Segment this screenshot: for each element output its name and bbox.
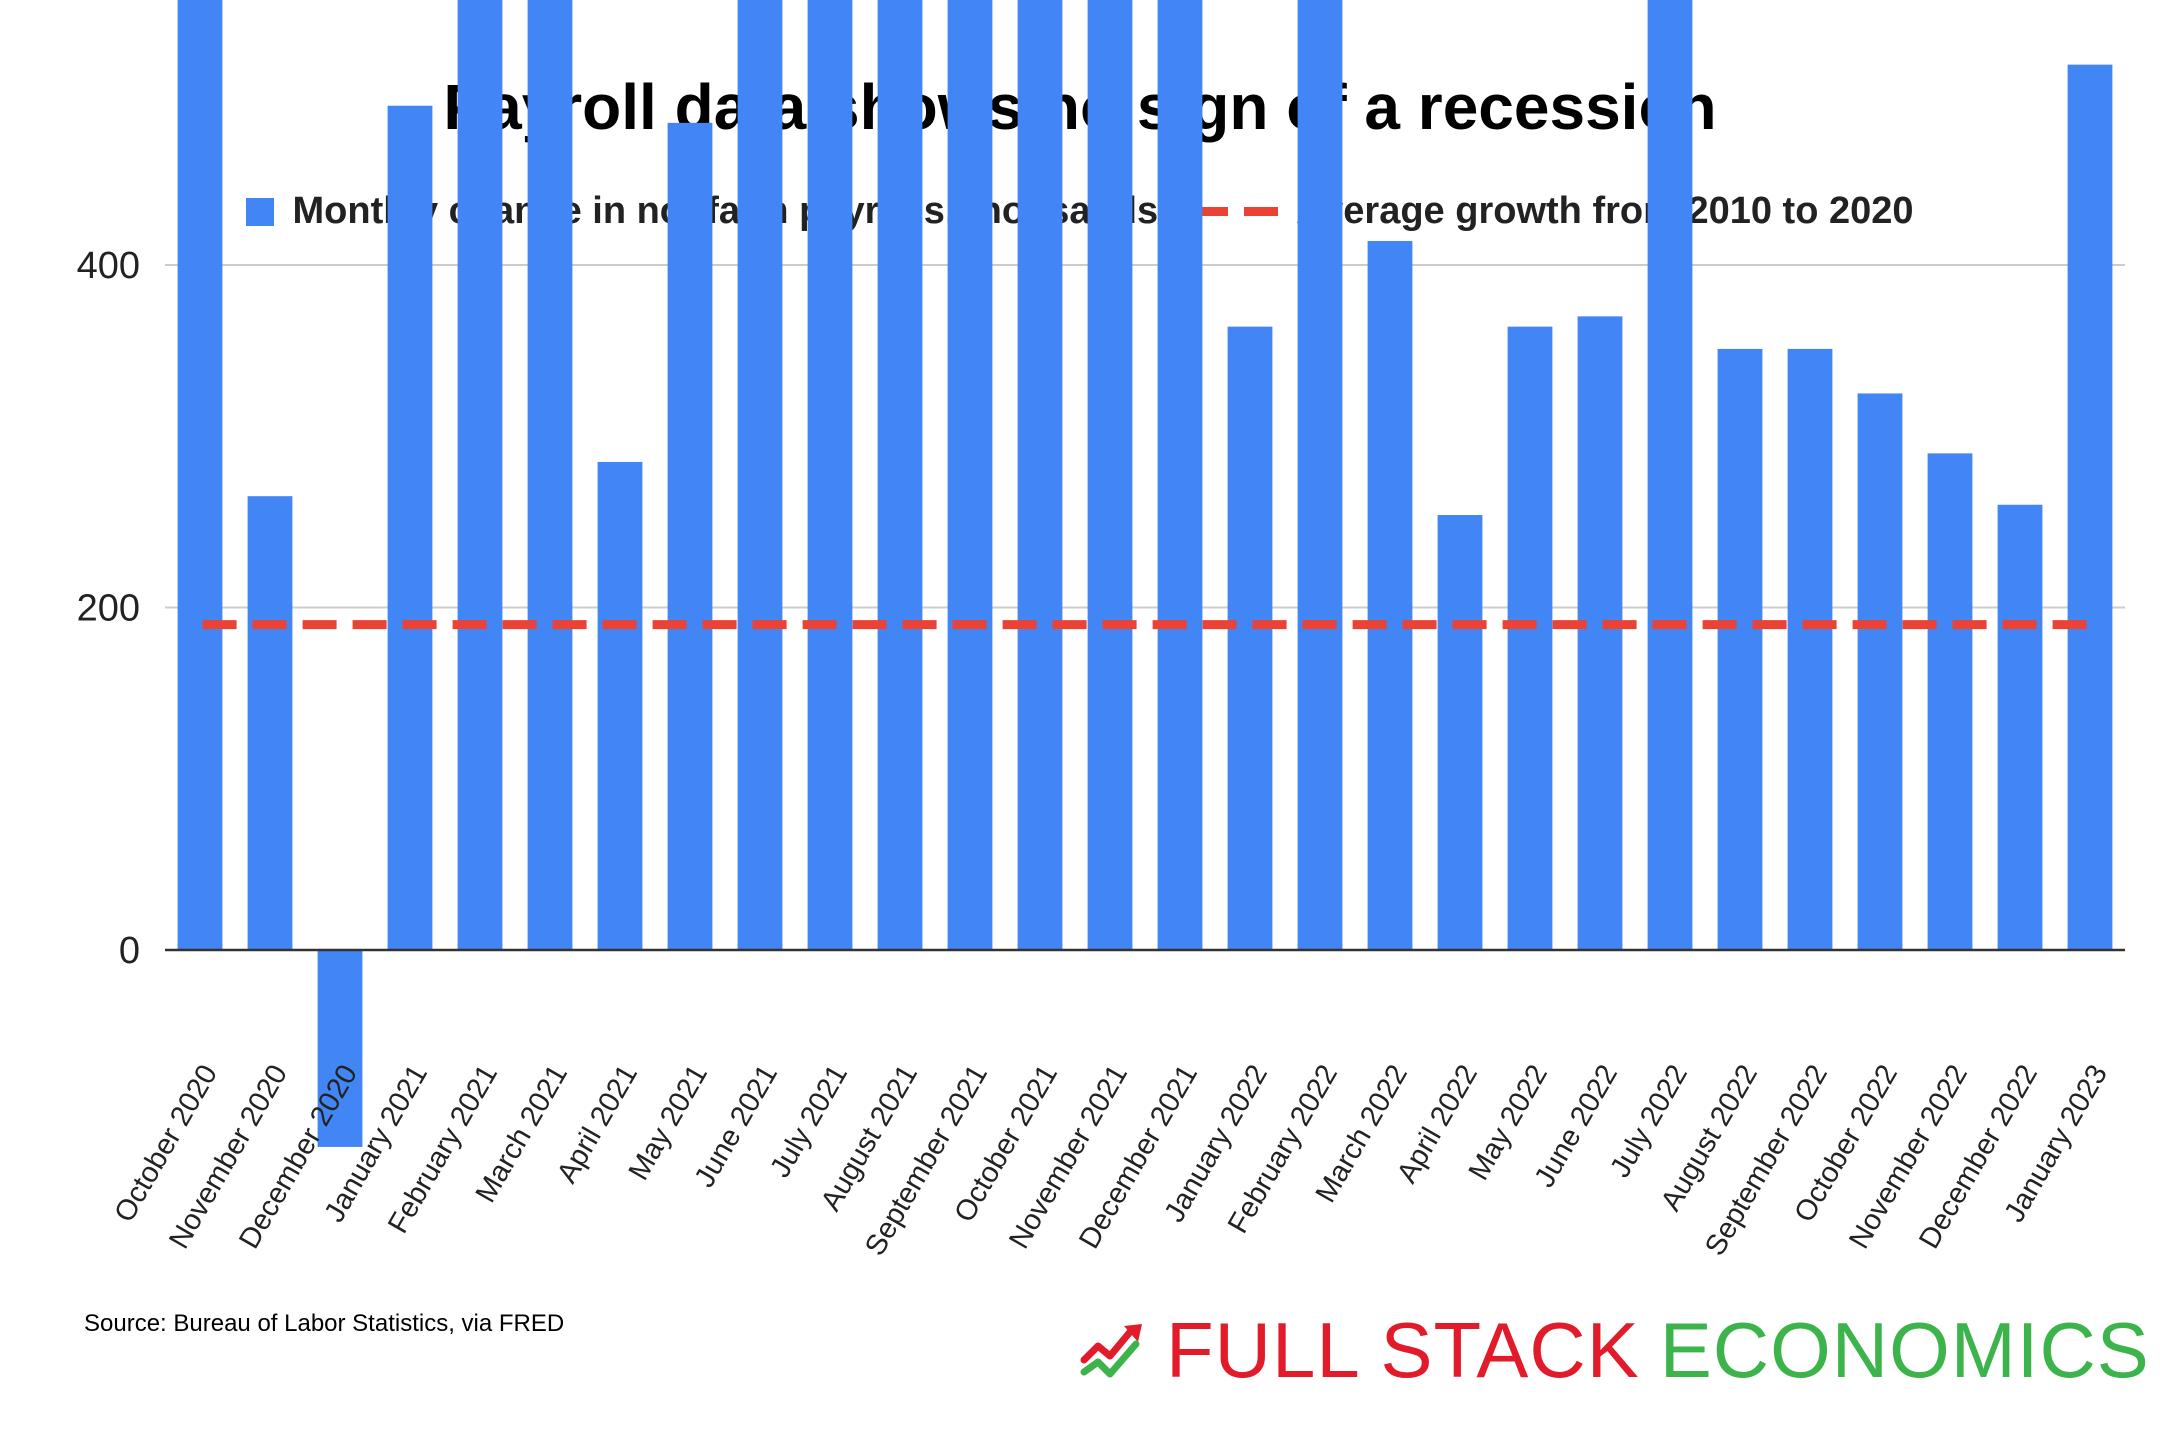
bar (317, 950, 363, 1147)
bar (877, 0, 923, 951)
bar (1647, 0, 1693, 951)
bar (667, 122, 713, 951)
legend-dash-average (1194, 207, 1279, 216)
bar (1927, 453, 1973, 950)
bar (1997, 504, 2043, 950)
y-tick-label: 400 (77, 245, 140, 287)
bar (527, 0, 573, 950)
legend-label-payrolls: Monthly change in nonfarm payrolls, thou… (292, 190, 1159, 232)
bar (1717, 348, 1763, 951)
legend-item-average: Average growth from 2010 to 2020 (1194, 190, 1914, 233)
legend-swatch-payrolls (246, 197, 275, 226)
trend-arrow-icon (1080, 1323, 1142, 1377)
bar (457, 0, 503, 950)
y-tick-label: 200 (77, 588, 140, 630)
bar (597, 461, 643, 950)
bar (1157, 0, 1203, 950)
bar (1857, 393, 1903, 950)
bar (1087, 0, 1133, 950)
bar (1227, 326, 1273, 950)
bar (1787, 348, 1833, 951)
bar (247, 496, 293, 950)
legend-item-payrolls: Monthly change in nonfarm payrolls, thou… (246, 190, 1158, 233)
bar (1437, 515, 1483, 950)
bar (807, 0, 853, 950)
source-note: Source: Bureau of Labor Statistics, via … (84, 1310, 565, 1337)
bar (1297, 0, 1343, 950)
bar (177, 0, 223, 950)
bar (1577, 316, 1623, 950)
bar (387, 105, 433, 951)
y-tick-label: 0 (119, 930, 140, 972)
chart-legend: Monthly change in nonfarm payrolls, thou… (0, 190, 2160, 233)
bar (1017, 0, 1063, 950)
logo-word-full-stack: FULL STACK (1166, 1306, 1640, 1394)
brand-logo: FULL STACK ECONOMICS (1080, 1305, 2150, 1396)
logo-word-economics: ECONOMICS (1659, 1306, 2150, 1394)
legend-label-average: Average growth from 2010 to 2020 (1296, 190, 1914, 232)
bar (1367, 241, 1413, 950)
bar (1507, 326, 1553, 950)
bar (2067, 64, 2113, 950)
bar (737, 0, 783, 950)
bar (947, 0, 993, 950)
chart-title: Payroll data shows no sign of a recessio… (443, 71, 1717, 143)
